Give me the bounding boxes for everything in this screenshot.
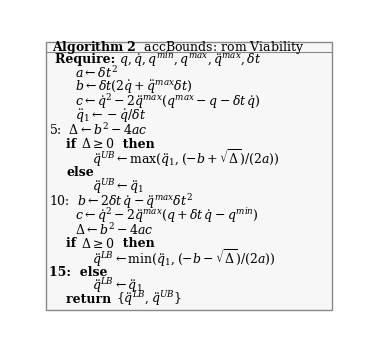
Text: $a \leftarrow \delta t^2$: $a \leftarrow \delta t^2$ — [75, 65, 118, 81]
Text: if: if — [66, 138, 81, 151]
Text: else: else — [66, 166, 94, 179]
Text: return: return — [66, 293, 116, 306]
Text: $c \leftarrow \dot{q}^2 - 2\ddot{q}^{max}(q + \delta t\,\dot{q} - q^{min})$: $c \leftarrow \dot{q}^2 - 2\ddot{q}^{max… — [75, 206, 259, 225]
Text: $\ddot{q}^{UB} \leftarrow \ddot{q}_1$: $\ddot{q}^{UB} \leftarrow \ddot{q}_1$ — [92, 177, 144, 196]
Text: 10:  $b \leftarrow 2\delta t\,\dot{q} - \ddot{q}^{max}\delta t^2$: 10: $b \leftarrow 2\delta t\,\dot{q} - \… — [49, 192, 193, 211]
Text: then: then — [114, 237, 155, 250]
Text: $\Delta \leftarrow b^2 - 4ac$: $\Delta \leftarrow b^2 - 4ac$ — [75, 222, 153, 238]
FancyBboxPatch shape — [46, 42, 332, 310]
Text: $\ddot{q}_1 \leftarrow -\dot{q}/\delta t$: $\ddot{q}_1 \leftarrow -\dot{q}/\delta t… — [75, 107, 146, 125]
Text: $\bf{Algorithm\ 2}$  accBounds: rom Viability: $\bf{Algorithm\ 2}$ accBounds: rom Viabi… — [52, 39, 304, 56]
Text: Require:: Require: — [55, 53, 119, 66]
Text: then: then — [114, 138, 155, 151]
Text: $\ddot{q}^{UB} \leftarrow \max(\ddot{q}_1, (-b + \sqrt{\Delta})/(2a))$: $\ddot{q}^{UB} \leftarrow \max(\ddot{q}_… — [92, 148, 279, 169]
Text: $b \leftarrow \delta t(2\dot{q} + \ddot{q}^{max}\delta t)$: $b \leftarrow \delta t(2\dot{q} + \ddot{… — [75, 79, 192, 96]
Text: $\ddot{q}^{LB} \leftarrow \min(\ddot{q}_1, (-b - \sqrt{\Delta})/(2a))$: $\ddot{q}^{LB} \leftarrow \min(\ddot{q}_… — [92, 247, 275, 269]
Text: $\{ \ddot{q}^{LB}, \ddot{q}^{UB} \}$: $\{ \ddot{q}^{LB}, \ddot{q}^{UB} \}$ — [116, 290, 182, 308]
Text: $\Delta \geq 0$: $\Delta \geq 0$ — [81, 137, 114, 151]
Text: 15:  else: 15: else — [49, 266, 107, 279]
Text: $\ddot{q}^{LB} \leftarrow \ddot{q}_1$: $\ddot{q}^{LB} \leftarrow \ddot{q}_1$ — [92, 276, 142, 295]
Text: if: if — [66, 237, 81, 250]
Text: $c \leftarrow \dot{q}^2 - 2\ddot{q}^{max}(q^{max} - q - \delta t\,\dot{q})$: $c \leftarrow \dot{q}^2 - 2\ddot{q}^{max… — [75, 92, 260, 111]
Text: 5:  $\Delta \leftarrow b^2 - 4ac$: 5: $\Delta \leftarrow b^2 - 4ac$ — [49, 122, 147, 138]
Text: $q, \dot{q}, q^{min}, q^{max}, \ddot{q}^{max}, \delta t$: $q, \dot{q}, q^{min}, q^{max}, \ddot{q}^… — [119, 50, 262, 69]
Text: $\Delta \geq 0$: $\Delta \geq 0$ — [81, 237, 114, 251]
